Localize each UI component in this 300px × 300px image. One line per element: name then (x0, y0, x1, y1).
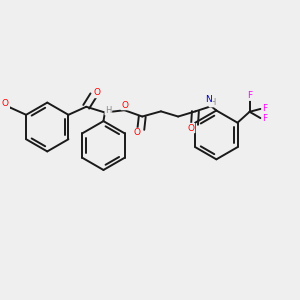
Text: O: O (121, 100, 128, 109)
Text: O: O (2, 99, 9, 108)
Text: O: O (93, 88, 100, 98)
Text: O: O (134, 128, 141, 137)
Text: N: N (205, 95, 212, 104)
Text: F: F (262, 104, 267, 113)
Text: O: O (188, 124, 195, 133)
Text: H: H (105, 106, 112, 115)
Text: H: H (209, 98, 215, 107)
Text: F: F (262, 114, 267, 123)
Text: F: F (247, 91, 252, 100)
